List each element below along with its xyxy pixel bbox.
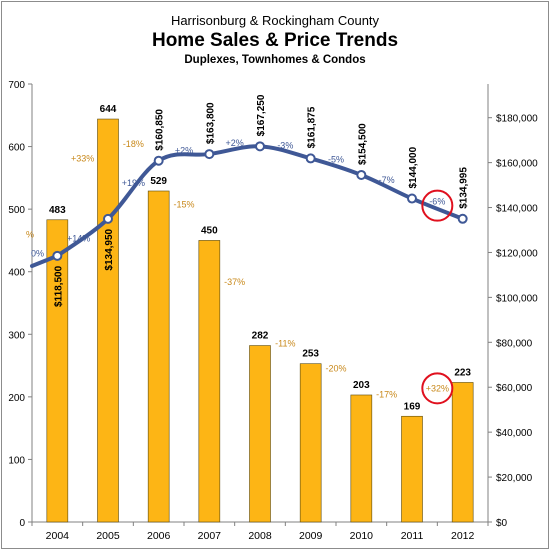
x-axis-tick-label: 2012: [451, 530, 475, 542]
price-value-label: $161,875: [307, 106, 318, 148]
sales-change-label: -20%: [325, 363, 346, 373]
x-axis-tick-label: 2008: [248, 530, 272, 542]
sales-value-label: 169: [404, 401, 421, 412]
sales-change-label: -15%: [173, 200, 194, 210]
price-point: [52, 250, 63, 261]
highlight-circle-sales: [421, 372, 454, 405]
sales-value-label: 223: [454, 367, 471, 378]
sales-bar: [97, 118, 119, 523]
right-axis-tick-label: $160,000: [496, 159, 538, 170]
price-change-label: -7%: [379, 175, 395, 185]
x-axis-tick-label: 2011: [401, 530, 424, 542]
left-axis-tick-label: 400: [8, 268, 25, 279]
sales-change-label: -18%: [123, 139, 144, 149]
right-axis-tick-label: $0: [496, 518, 508, 529]
price-line: [30, 144, 465, 268]
left-axis-tick-label: 100: [8, 455, 25, 466]
right-axis-tick-label: $80,000: [496, 338, 533, 349]
x-axis-tick-label: 2007: [198, 530, 222, 542]
sales-change-label: -11%: [275, 339, 295, 349]
sales-change-label: +32%: [426, 383, 449, 393]
x-axis-tick-label: 2009: [299, 530, 323, 542]
x-axis-tick-label: 2005: [96, 530, 120, 542]
sales-bar: [299, 363, 322, 523]
price-point: [305, 153, 316, 164]
chart-title-location: Harrisonburg & Rockingham County: [170, 13, 380, 28]
left-axis-tick-label: 600: [8, 143, 25, 154]
price-change-label: -6%: [429, 197, 445, 207]
sales-bar: [350, 394, 373, 523]
chart-title: Home Sales & Price Trends: [151, 30, 399, 51]
sales-bar: [451, 382, 474, 523]
price-point: [255, 141, 265, 152]
x-axis-tick-label: 2006: [147, 530, 171, 542]
price-point: [153, 155, 164, 166]
price-point: [356, 169, 367, 180]
price-change-label: -3%: [277, 140, 293, 150]
sales-value-label: 450: [201, 225, 218, 236]
price-point: [204, 149, 215, 160]
sales-bar: [147, 190, 170, 523]
sales-value-label: 282: [252, 331, 269, 342]
price-change-label: +19%: [122, 178, 145, 188]
sales-bar: [46, 219, 69, 523]
price-value-label: $154,500: [357, 123, 368, 165]
right-axis-tick-label: $20,000: [496, 473, 533, 484]
price-change-label: +14%: [67, 233, 90, 243]
price-change-label: +2%: [175, 145, 193, 155]
left-axis-tick-label: 700: [8, 80, 25, 91]
right-axis-tick-label: $120,000: [496, 248, 538, 259]
x-axis-tick-label: 2004: [46, 530, 70, 542]
sales-change-label: +33%: [71, 153, 94, 163]
price-change-label: +2%: [226, 138, 244, 148]
price-value-label: $163,800: [205, 102, 216, 144]
sales-change-label: -17%: [376, 390, 397, 400]
sales-change-label-clipped: %: [26, 229, 34, 239]
left-axis-tick-label: 0: [19, 518, 25, 529]
price-value-label: $167,250: [256, 94, 267, 136]
price-change-label-clipped: 0%: [31, 248, 44, 258]
price-value-label: $160,850: [155, 109, 166, 151]
x-axis-tick-label: 2010: [350, 530, 374, 542]
sales-change-label: -37%: [224, 277, 245, 287]
sales-value-label: 203: [353, 380, 370, 391]
price-value-label: $134,995: [459, 167, 470, 209]
right-axis-tick-label: $60,000: [496, 383, 533, 394]
price-value-label: $134,950: [104, 228, 115, 270]
left-axis-tick-label: 300: [8, 330, 25, 341]
chart-subtitle: Duplexes, Townhomes & Condos: [184, 54, 366, 66]
sales-value-label: 529: [150, 176, 167, 187]
price-point: [407, 193, 417, 204]
right-axis-tick-label: $40,000: [496, 428, 533, 439]
price-change-label: -5%: [328, 155, 344, 165]
price-value-label: $144,000: [408, 146, 419, 188]
sales-value-label: 483: [49, 205, 66, 216]
sales-bar: [249, 345, 271, 523]
price-point: [103, 213, 113, 224]
left-axis-tick-label: 500: [8, 205, 25, 216]
sales-value-label: 253: [302, 349, 319, 360]
highlight-circle-price: [421, 189, 454, 222]
sales-value-label: 644: [100, 104, 117, 115]
right-axis-tick-label: $100,000: [496, 293, 538, 304]
right-axis-tick-label: $140,000: [496, 204, 538, 215]
sales-bar: [401, 415, 423, 523]
right-axis-tick-label: $180,000: [496, 114, 538, 125]
price-value-label: $118,500: [53, 265, 64, 307]
sales-bar: [198, 240, 221, 523]
left-axis-tick-label: 200: [8, 393, 25, 404]
price-point: [457, 213, 468, 224]
